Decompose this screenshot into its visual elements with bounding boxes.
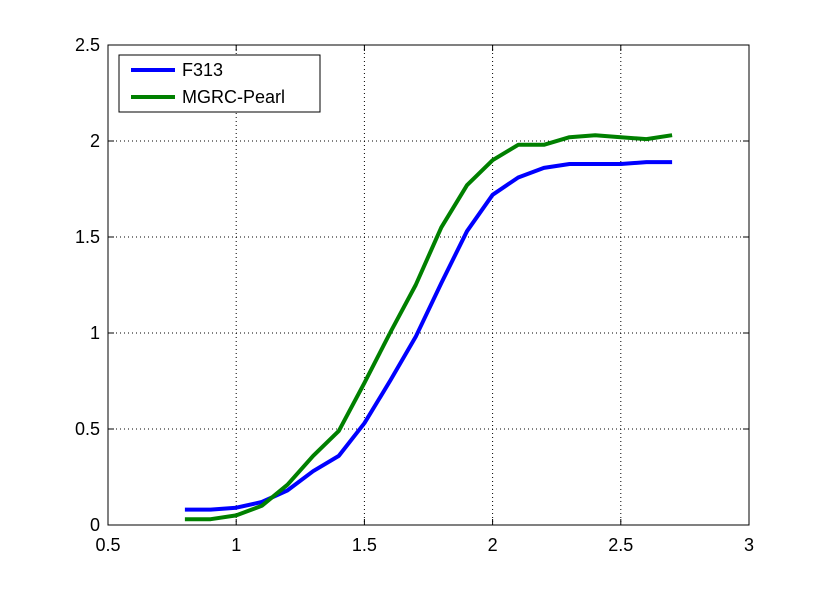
- y-tick-label: 0.5: [75, 419, 100, 439]
- legend-box: [118, 54, 321, 113]
- x-tick-label: 0.5: [95, 535, 120, 555]
- grid: [108, 45, 749, 525]
- x-tick-label: 1: [231, 535, 241, 555]
- legend-label: MGRC-Pearl: [182, 87, 285, 107]
- x-tick-label: 1.5: [352, 535, 377, 555]
- y-tick-label: 0: [90, 515, 100, 535]
- x-tick-label: 2.5: [608, 535, 633, 555]
- y-tick-label: 1: [90, 323, 100, 343]
- legend-label: F313: [182, 60, 223, 80]
- axis-ticks: [107, 44, 750, 526]
- series-line-1: [184, 133, 673, 522]
- y-tick-label: 2: [90, 131, 100, 151]
- x-tick-label: 2: [488, 535, 498, 555]
- plot-area-frame: [107, 44, 750, 526]
- series-lines: [184, 133, 673, 522]
- y-tick-label: 1.5: [75, 227, 100, 247]
- legend: F313 MGRC-Pearl: [118, 54, 321, 113]
- tick-labels: 0.5 1 1.5 2 2.5 300.511.522.5: [75, 35, 754, 555]
- y-tick-label: 2.5: [75, 35, 100, 55]
- x-tick-label: 3: [744, 535, 754, 555]
